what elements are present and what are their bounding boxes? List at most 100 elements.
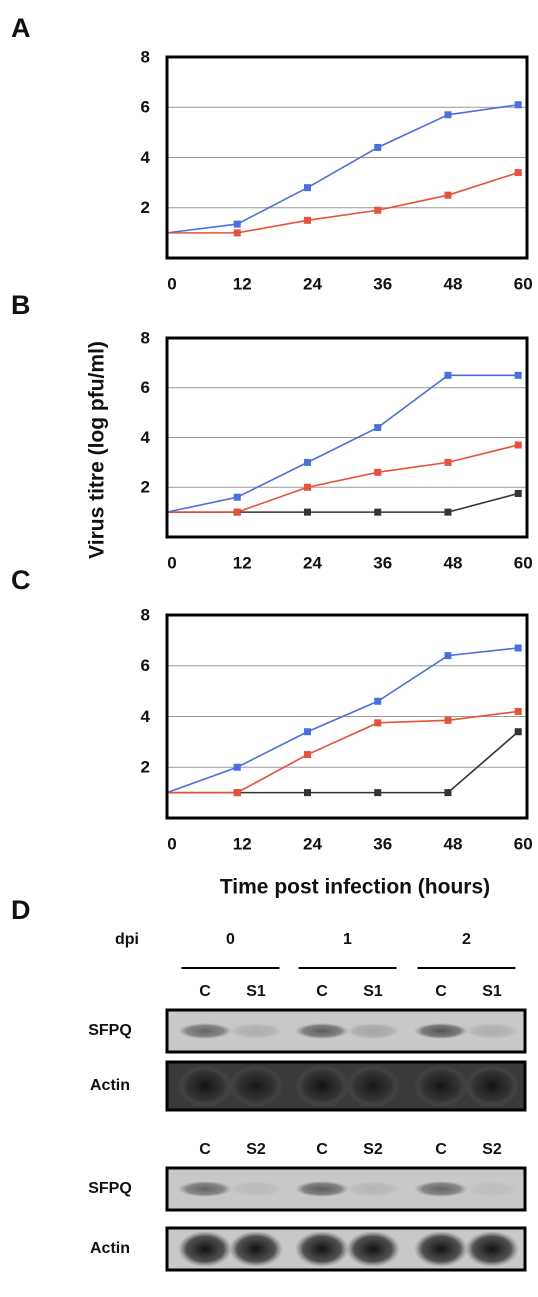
x-tick-label: 0	[167, 274, 176, 293]
row-label: SFPQ	[88, 1180, 132, 1197]
day-label: 0	[226, 931, 235, 948]
x-tick-label: 0	[167, 834, 176, 853]
day-label: 2	[462, 931, 471, 948]
band	[295, 1023, 349, 1039]
band	[346, 1231, 400, 1267]
series-line	[167, 492, 519, 513]
band	[295, 1181, 349, 1197]
data-point	[444, 371, 452, 379]
lane-label: S1	[246, 983, 266, 1000]
lane-label: C	[199, 983, 211, 1000]
x-tick-label: 12	[233, 834, 252, 853]
band	[346, 1065, 400, 1107]
lane-label: C	[316, 1141, 328, 1158]
lane-label: C	[199, 1141, 211, 1158]
lane-label: S2	[246, 1141, 266, 1158]
plot-frame	[165, 336, 529, 539]
data-point	[233, 220, 241, 228]
data-point	[514, 644, 522, 652]
lane-label: S1	[482, 983, 502, 1000]
data-point	[514, 371, 522, 379]
data-point	[303, 508, 311, 516]
data-point	[374, 697, 382, 705]
series-line	[167, 444, 519, 513]
data-point	[444, 111, 452, 119]
data-point	[303, 751, 311, 759]
row-label: SFPQ	[88, 1022, 132, 1039]
x-tick-label: 24	[303, 274, 322, 293]
y-tick-label: 4	[141, 428, 151, 447]
x-tick-label: 48	[444, 553, 463, 572]
band	[414, 1065, 468, 1107]
panel-label: B	[11, 290, 31, 320]
data-point	[514, 707, 522, 715]
data-point	[374, 424, 382, 432]
data-point	[374, 468, 382, 476]
band	[178, 1065, 232, 1107]
band	[229, 1231, 283, 1267]
data-point	[514, 489, 522, 497]
band	[414, 1181, 468, 1197]
y-tick-label: 6	[141, 98, 150, 117]
data-point	[444, 458, 452, 466]
y-tick-label: 8	[141, 328, 150, 347]
panel-label: D	[11, 895, 31, 925]
band	[414, 1023, 468, 1039]
data-point	[444, 789, 452, 797]
x-axis-label: Time post infection (hours)	[220, 876, 490, 899]
plot-frame	[165, 613, 529, 820]
plot-frame	[165, 55, 529, 260]
data-point	[303, 789, 311, 797]
lane-label: S2	[482, 1141, 502, 1158]
band	[346, 1181, 400, 1197]
band	[465, 1181, 519, 1197]
data-point	[374, 143, 382, 151]
series-line	[166, 374, 519, 513]
x-tick-label: 24	[303, 834, 322, 853]
lane-label: C	[435, 1141, 447, 1158]
y-tick-label: 8	[141, 605, 150, 624]
y-tick-label: 2	[141, 478, 150, 497]
y-tick-label: 2	[141, 198, 150, 217]
dpi-label: dpi	[115, 931, 139, 948]
lane-label: S2	[363, 1141, 383, 1158]
data-point	[374, 508, 382, 516]
data-point	[444, 191, 452, 199]
band	[295, 1231, 349, 1267]
data-point	[303, 184, 311, 192]
data-point	[303, 216, 311, 224]
data-point	[444, 652, 452, 660]
series-line	[167, 710, 519, 794]
series-line	[167, 171, 519, 234]
data-point	[444, 508, 452, 516]
y-tick-label: 8	[141, 47, 150, 66]
band	[178, 1023, 232, 1039]
x-tick-label: 36	[373, 834, 392, 853]
data-point	[233, 229, 241, 237]
data-point	[303, 728, 311, 736]
band	[295, 1065, 349, 1107]
data-point	[303, 458, 311, 466]
band	[229, 1023, 283, 1039]
data-point	[374, 789, 382, 797]
data-point	[514, 728, 522, 736]
x-tick-label: 12	[233, 274, 252, 293]
y-tick-label: 4	[141, 148, 151, 167]
x-tick-label: 24	[303, 553, 322, 572]
lane-label: C	[316, 983, 328, 1000]
lane-label: S1	[363, 983, 383, 1000]
x-tick-label: 48	[444, 274, 463, 293]
data-point	[374, 719, 382, 727]
row-label: Actin	[90, 1077, 130, 1094]
row-label: Actin	[90, 1240, 130, 1257]
data-point	[514, 169, 522, 177]
y-tick-label: 6	[141, 378, 150, 397]
data-point	[514, 441, 522, 449]
x-tick-label: 36	[373, 274, 392, 293]
band	[346, 1023, 400, 1039]
lane-label: C	[435, 983, 447, 1000]
y-tick-label: 2	[141, 758, 150, 777]
y-tick-label: 6	[141, 656, 150, 675]
x-tick-label: 60	[514, 553, 533, 572]
band	[229, 1065, 283, 1107]
